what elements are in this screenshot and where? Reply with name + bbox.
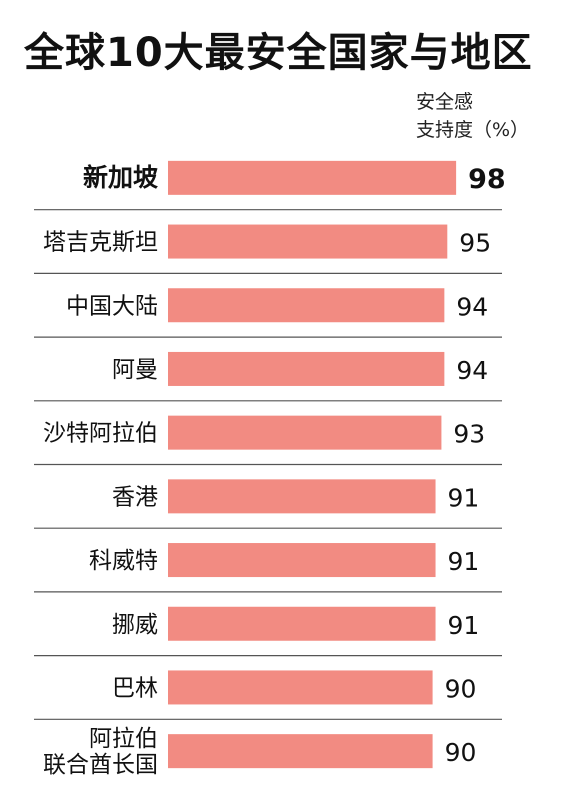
category-label: 沙特阿拉伯 xyxy=(43,421,158,447)
bar xyxy=(168,734,433,769)
category-label: 巴林 xyxy=(112,675,158,701)
bar xyxy=(168,415,442,450)
category-label: 香港 xyxy=(112,484,158,510)
bar xyxy=(168,224,448,259)
value-label: 90 xyxy=(445,674,477,703)
category-label: 联合酋长国 xyxy=(43,752,158,778)
value-label: 93 xyxy=(453,420,485,449)
value-label: 95 xyxy=(459,229,491,258)
value-label: 91 xyxy=(448,547,480,576)
category-label: 阿拉伯 xyxy=(89,726,158,752)
chart-title: 全球10大最安全国家与地区 xyxy=(24,30,533,76)
category-label: 塔吉克斯坦 xyxy=(43,230,158,256)
category-label: 挪威 xyxy=(112,612,158,638)
unit-label-line1: 安全感 xyxy=(416,91,474,113)
category-label: 中国大陆 xyxy=(66,293,158,319)
bar xyxy=(168,543,436,578)
bar xyxy=(168,288,445,323)
bar xyxy=(168,160,457,195)
value-label: 91 xyxy=(448,483,480,512)
category-label: 科威特 xyxy=(89,548,158,574)
unit-label: 安全感 支持度（%） xyxy=(416,88,529,144)
value-label: 98 xyxy=(468,164,506,195)
value-label: 94 xyxy=(456,292,488,321)
value-label: 91 xyxy=(448,611,480,640)
category-label: 新加坡 xyxy=(83,163,158,192)
value-label: 90 xyxy=(445,738,477,767)
unit-label-line2: 支持度（%） xyxy=(416,119,530,141)
bar xyxy=(168,670,433,705)
bar xyxy=(168,479,436,514)
bar xyxy=(168,351,445,386)
bar xyxy=(168,606,436,641)
category-label: 阿曼 xyxy=(112,357,158,383)
value-label: 94 xyxy=(456,356,488,385)
